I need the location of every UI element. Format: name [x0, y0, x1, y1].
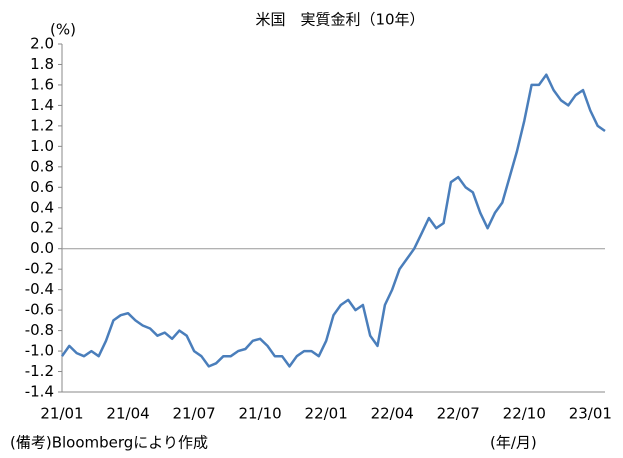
y-tick-label: -0.6	[25, 301, 54, 319]
x-tick-label: 22/07	[437, 405, 480, 423]
y-tick-label: 0.4	[30, 198, 54, 216]
y-tick-label: 1.4	[30, 96, 54, 114]
y-tick-label: 1.8	[30, 55, 54, 73]
source-note: (備考)Bloombergにより作成	[10, 434, 208, 452]
x-tick-label: 21/04	[106, 405, 149, 423]
y-tick-label: 0.6	[30, 178, 54, 196]
y-tick-label: 2.0	[30, 35, 54, 53]
x-tick-label: 22/10	[503, 405, 546, 423]
x-unit-label: (年/月)	[490, 434, 537, 452]
y-tick-label: 1.0	[30, 137, 54, 155]
x-tick-label: 22/01	[305, 405, 348, 423]
y-tick-label: 1.6	[30, 75, 54, 93]
y-tick-label: 0.8	[30, 157, 54, 175]
y-tick-label: -1.4	[25, 383, 54, 401]
y-tick-label: 1.2	[30, 116, 54, 134]
x-tick-label: 21/07	[172, 405, 215, 423]
y-tick-label: 0.0	[30, 239, 54, 257]
x-tick-label: 22/04	[371, 405, 414, 423]
y-tick-label: 0.2	[30, 219, 54, 237]
y-tick-label: -1.2	[25, 362, 54, 380]
y-unit-label: (%)	[50, 21, 76, 39]
y-tick-label: -0.4	[25, 280, 54, 298]
x-tick-label: 21/01	[40, 405, 83, 423]
y-tick-label: -0.8	[25, 321, 54, 339]
y-tick-label: -0.2	[25, 260, 54, 278]
y-tick-label: -1.0	[25, 342, 54, 360]
x-tick-label: 21/10	[239, 405, 282, 423]
x-tick-label: 23/01	[569, 405, 612, 423]
data-line	[60, 73, 606, 368]
chart-title: 米国 実質金利（10年）	[255, 11, 424, 29]
